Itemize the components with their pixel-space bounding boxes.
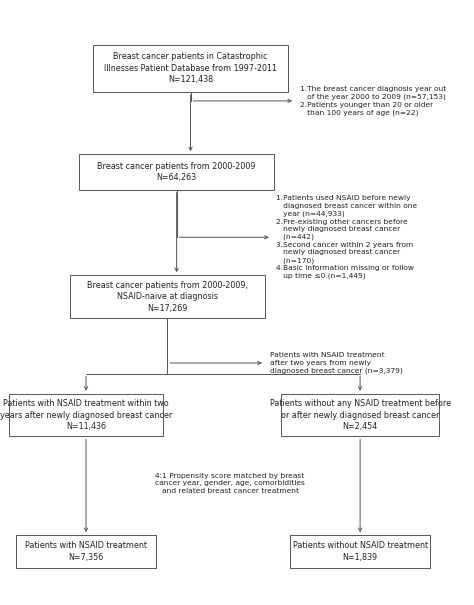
Text: 1.The breast cancer diagnosis year out
   of the year 2000 to 2009 (n=57,153)
2.: 1.The breast cancer diagnosis year out o… xyxy=(300,86,446,116)
Text: Patients with NSAID treatment
after two years from newly
diagnosed breast cancer: Patients with NSAID treatment after two … xyxy=(270,352,402,374)
Text: Patients without any NSAID treatment before
or after newly diagnosed breast canc: Patients without any NSAID treatment bef… xyxy=(270,399,451,431)
FancyBboxPatch shape xyxy=(16,535,155,568)
Text: Patients with NSAID treatment
N=7,356: Patients with NSAID treatment N=7,356 xyxy=(25,541,147,562)
Text: Patients with NSAID treatment within two
years after newly diagnosed breast canc: Patients with NSAID treatment within two… xyxy=(0,399,172,431)
FancyBboxPatch shape xyxy=(281,394,439,436)
FancyBboxPatch shape xyxy=(291,535,430,568)
Text: Breast cancer patients from 2000-2009,
NSAID-naive at diagnosis
N=17,269: Breast cancer patients from 2000-2009, N… xyxy=(87,281,248,313)
FancyBboxPatch shape xyxy=(9,394,163,436)
Text: 4:1 Propensity score matched by breast
cancer year, gender, age, comorbidities
a: 4:1 Propensity score matched by breast c… xyxy=(155,473,305,494)
FancyBboxPatch shape xyxy=(79,154,274,190)
Text: 1.Patients used NSAID before newly
   diagnosed breast cancer within one
   year: 1.Patients used NSAID before newly diagn… xyxy=(276,195,418,280)
FancyBboxPatch shape xyxy=(70,275,265,318)
Text: Breast cancer patients from 2000-2009
N=64,263: Breast cancer patients from 2000-2009 N=… xyxy=(97,162,256,182)
FancyBboxPatch shape xyxy=(93,45,288,92)
Text: Breast cancer patients in Catastrophic
Illnesses Patient Database from 1997-2011: Breast cancer patients in Catastrophic I… xyxy=(104,53,277,84)
Text: Patients without NSAID treatment
N=1,839: Patients without NSAID treatment N=1,839 xyxy=(292,541,428,562)
